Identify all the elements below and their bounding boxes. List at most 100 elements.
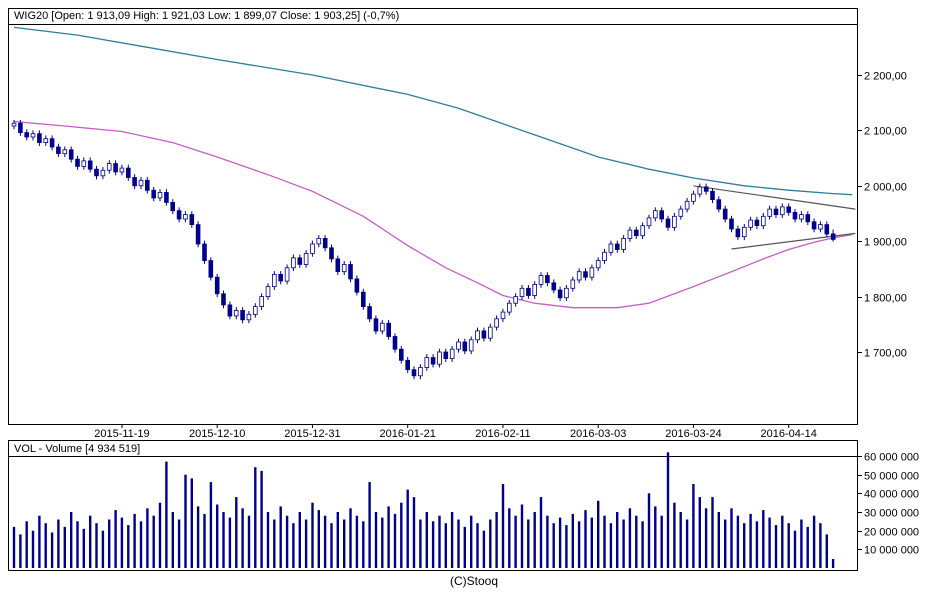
copyright-credit: (C)Stooq <box>449 574 499 588</box>
volume-bar <box>736 515 740 568</box>
candlestick <box>532 283 537 296</box>
candlestick <box>418 367 423 377</box>
candlestick <box>56 146 61 154</box>
volume-bar <box>476 523 479 568</box>
volume-bar <box>470 515 473 568</box>
candlestick <box>595 260 601 269</box>
candlestick <box>297 257 303 265</box>
volume-bar <box>584 510 587 568</box>
volume-bar <box>711 497 714 568</box>
volume-bar <box>203 513 206 568</box>
candlestick <box>265 286 271 298</box>
candlestick <box>462 341 468 352</box>
volume-bar <box>825 534 828 568</box>
volume-bar <box>527 519 530 568</box>
date-axis-label: 2016-02-11 <box>475 428 530 440</box>
candlestick <box>818 224 823 230</box>
volume-bar <box>812 515 816 568</box>
volume-bar <box>336 512 339 568</box>
candlestick <box>678 208 684 217</box>
volume-bar <box>819 523 822 568</box>
candlestick <box>506 302 512 313</box>
candlestick <box>30 133 36 138</box>
volume-bar <box>101 530 105 568</box>
volume-bar <box>114 510 117 568</box>
volume-bar <box>25 521 28 568</box>
volume-bar <box>298 512 301 568</box>
ma-long-line <box>13 26 853 196</box>
candlestick <box>602 251 607 262</box>
volume-bar <box>406 489 409 568</box>
volume-bar <box>82 528 85 568</box>
candlestick <box>551 282 557 291</box>
volume-bar <box>590 517 593 568</box>
candlestick <box>526 287 531 296</box>
volume-bar <box>95 523 98 568</box>
candlestick <box>214 276 220 295</box>
candlestick <box>386 322 391 337</box>
volume-panel-border <box>8 440 858 571</box>
volume-bar <box>38 515 41 568</box>
candlestick <box>513 296 518 304</box>
candlestick <box>132 177 137 187</box>
candlestick <box>621 237 626 250</box>
volume-bar <box>70 512 73 568</box>
volume-bar <box>330 523 333 568</box>
candlestick <box>271 273 277 287</box>
candlestick <box>780 206 785 216</box>
volume-bar <box>171 512 174 568</box>
volume-bar <box>501 484 505 568</box>
volume-bar <box>558 517 562 568</box>
volume-bar <box>241 508 244 568</box>
volume-bar <box>482 530 486 568</box>
candlestick <box>805 214 811 223</box>
volume-bar <box>673 502 676 568</box>
volume-bar <box>19 534 22 568</box>
volume-bar <box>768 517 771 568</box>
candlestick <box>786 206 791 213</box>
candlestick <box>360 291 366 308</box>
price-axis-label: 2 000,00 <box>864 182 907 194</box>
candlestick <box>653 210 658 219</box>
volume-bar <box>647 493 651 568</box>
volume-axis-label: 60 000 000 <box>864 452 919 464</box>
candlestick <box>252 306 258 315</box>
candlestick <box>227 304 233 317</box>
candlestick <box>716 199 722 210</box>
volume-bar <box>463 526 466 568</box>
candlestick <box>119 167 125 173</box>
candlestick <box>761 215 766 227</box>
volume-bar <box>254 467 257 568</box>
volume-bar <box>641 521 644 568</box>
candlestick <box>557 289 563 299</box>
candlestick <box>576 271 582 281</box>
volume-bar <box>412 497 416 568</box>
volume-axis-label: 10 000 000 <box>864 545 919 557</box>
volume-bar <box>63 526 66 568</box>
candlestick <box>443 351 449 359</box>
candlestick <box>615 243 620 250</box>
candlestick <box>144 179 150 191</box>
candlestick <box>640 225 645 237</box>
candlestick <box>538 275 544 285</box>
candlestick <box>81 160 87 167</box>
candlestick <box>684 200 690 210</box>
candlestick <box>722 208 728 220</box>
volume-bar <box>495 512 498 568</box>
volume-bar <box>622 519 625 568</box>
candlestick <box>646 217 652 227</box>
candlestick <box>284 267 290 282</box>
candlestick <box>138 179 144 187</box>
main-panel-border <box>8 8 858 425</box>
candlestick <box>608 243 614 253</box>
candlestick <box>735 228 741 238</box>
candlestick <box>824 224 830 235</box>
candlestick <box>164 191 169 203</box>
trendline <box>693 185 856 210</box>
volume-bar <box>196 506 200 568</box>
candlestick <box>195 224 201 245</box>
candlestick <box>398 348 404 361</box>
candlestick <box>710 190 715 201</box>
volume-bar <box>393 513 397 568</box>
